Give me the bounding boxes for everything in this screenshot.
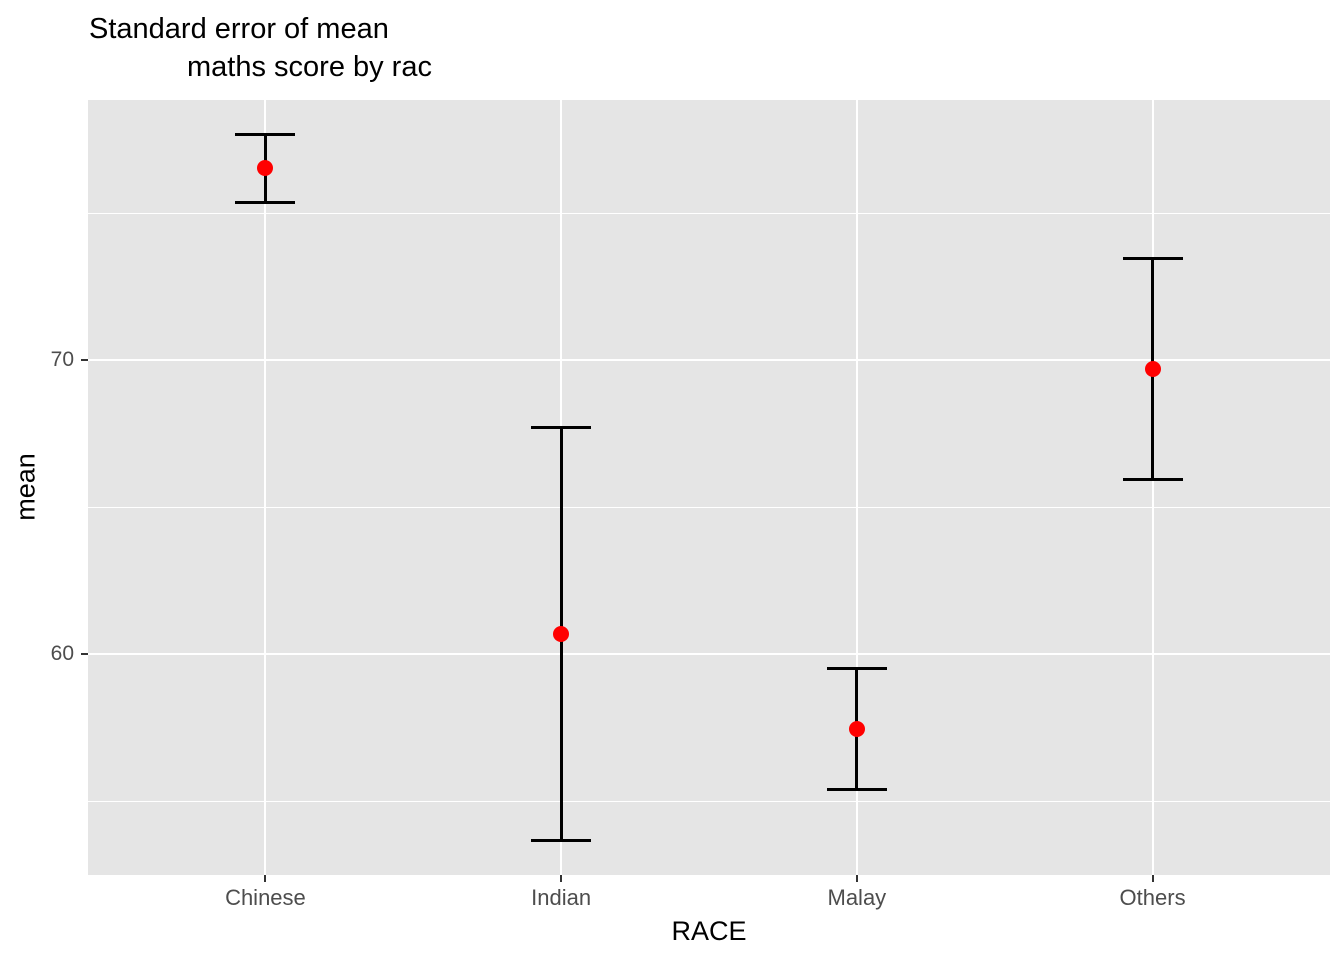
x-tick-mark — [264, 875, 267, 882]
gridline-major-horizontal — [88, 359, 1330, 362]
y-tick-mark — [81, 359, 88, 362]
x-tick-label-malay: Malay — [827, 885, 887, 910]
errorbar-cap-top — [826, 667, 887, 671]
errorbar-cap-bottom — [235, 200, 296, 204]
mean-point — [1144, 361, 1161, 378]
errorbar-cap-top — [235, 132, 296, 136]
errorbar-cap-bottom — [1122, 477, 1183, 481]
gridline-minor-horizontal — [88, 800, 1330, 802]
plot-title-line-1: Standard error of mean — [89, 13, 389, 45]
errorbar-cap-bottom — [531, 839, 592, 843]
gridline-minor-horizontal — [88, 506, 1330, 508]
mean-point — [553, 626, 570, 643]
gridline-major-vertical — [855, 100, 858, 875]
errorbar-cap-bottom — [826, 787, 887, 791]
x-tick-label-others: Others — [1119, 885, 1186, 910]
y-axis-title: mean — [10, 453, 41, 521]
gridline-major-horizontal — [88, 653, 1330, 656]
y-tick-label: 60 — [50, 642, 74, 666]
plot-title-line-2: maths score by rac — [187, 51, 432, 83]
x-tick-mark — [855, 875, 858, 882]
y-tick-label: 70 — [50, 348, 74, 372]
x-tick-mark — [1151, 875, 1154, 882]
x-tick-label-indian: Indian — [531, 885, 592, 910]
plot-panel — [88, 100, 1330, 875]
x-tick-mark — [560, 875, 563, 882]
errorbar-cap-top — [1122, 256, 1183, 260]
gridline-major-vertical — [264, 100, 267, 875]
errorbar-cap-top — [531, 425, 592, 429]
y-tick-mark — [81, 653, 88, 656]
x-axis-title: RACE — [671, 916, 747, 946]
mean-point — [848, 720, 865, 737]
gridline-minor-horizontal — [88, 212, 1330, 214]
x-tick-label-chinese: Chinese — [225, 885, 306, 910]
gridline-major-vertical — [1151, 100, 1154, 875]
mean-point — [257, 159, 274, 176]
